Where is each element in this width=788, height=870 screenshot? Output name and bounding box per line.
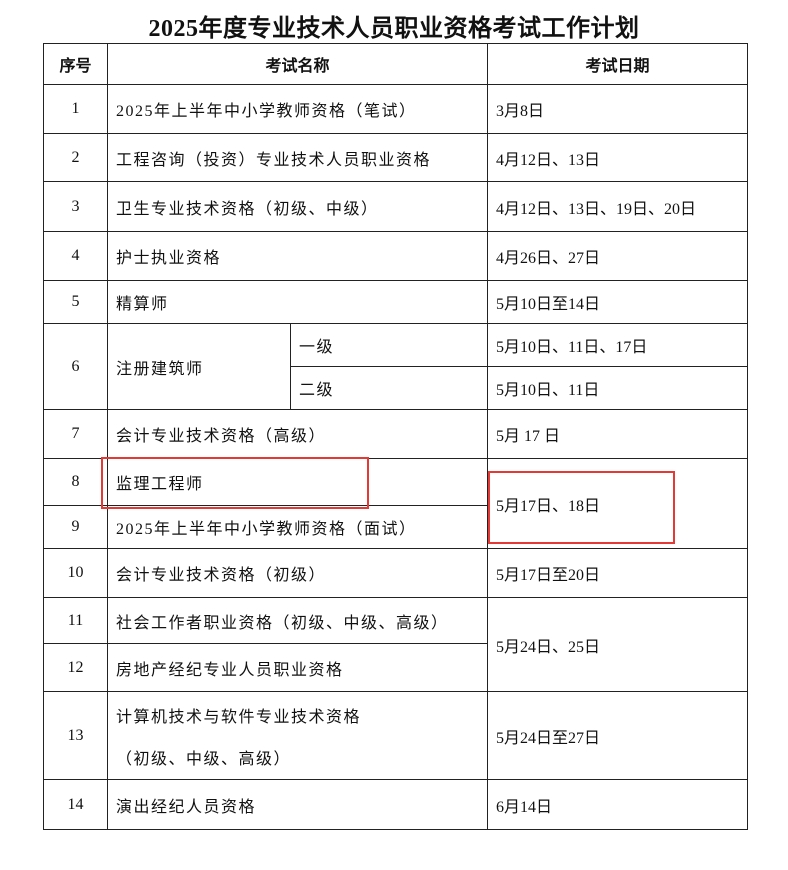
row-seq: 6 xyxy=(43,323,108,410)
table-row: 9 2025年上半年中小学教师资格（面试） xyxy=(43,505,748,549)
table-row: 二级 5月10日、11日 xyxy=(44,366,749,410)
table-row: 7 会计专业技术资格（高级） 5月 17 日 xyxy=(43,409,749,459)
table-row: 4 护士执业资格 4月26日、27日 xyxy=(43,231,749,281)
row-name: 会计专业技术资格（高级） xyxy=(106,409,489,459)
row-name-line2: （初级、中级、高级） xyxy=(116,750,292,768)
row-name: 2025年上半年中小学教师资格（笔试） xyxy=(106,84,489,134)
header-name: 考试名称 xyxy=(106,43,489,85)
row-name: 卫生专业技术资格（初级、中级） xyxy=(106,181,489,232)
header-date: 考试日期 xyxy=(487,43,749,85)
row-name-line1: 计算机技术与软件专业技术资格 xyxy=(116,708,362,726)
row-name: 精算师 xyxy=(106,280,489,324)
highlight-box-name xyxy=(101,457,369,509)
row-name: 注册建筑师 xyxy=(107,323,291,410)
row-name: 房地产经纪专业人员职业资格 xyxy=(106,643,489,692)
row-seq: 10 xyxy=(43,548,108,598)
table-row: 3 卫生专业技术资格（初级、中级） 4月12日、13日、19日、20日 xyxy=(43,181,749,232)
row-seq: 11 xyxy=(43,597,108,644)
row-seq: 3 xyxy=(43,181,108,232)
row-seq: 1 xyxy=(43,84,108,134)
row-date: 5月10日、11日、17日 xyxy=(487,323,749,367)
table-header: 序号 考试名称 考试日期 xyxy=(43,43,749,85)
row-date: 5月17日、18日 xyxy=(487,458,749,549)
row-date: 5月10日、11日 xyxy=(487,366,749,410)
highlight-box-date xyxy=(488,471,675,544)
row-seq: 12 xyxy=(43,643,108,692)
row-date: 5月 17 日 xyxy=(487,409,749,459)
row-name: 社会工作者职业资格（初级、中级、高级） xyxy=(106,597,489,644)
row-date: 4月26日、27日 xyxy=(487,231,749,281)
row-seq: 4 xyxy=(43,231,108,281)
row-date: 5月24日至27日 xyxy=(487,691,749,780)
row-date: 5月24日、25日 xyxy=(487,597,749,692)
row-level: 一级 xyxy=(289,323,489,367)
header-seq: 序号 xyxy=(43,43,108,85)
row-name: 会计专业技术资格（初级） xyxy=(106,548,489,598)
table-row: 1 2025年上半年中小学教师资格（笔试） 3月8日 xyxy=(43,84,749,134)
row-date: 3月8日 xyxy=(487,84,749,134)
row-date: 5月10日至14日 xyxy=(487,280,749,324)
row-level: 二级 xyxy=(289,366,489,410)
row-seq: 7 xyxy=(43,409,108,459)
table-row: 5 精算师 5月10日至14日 xyxy=(43,280,749,324)
table-row: 2 工程咨询（投资）专业技术人员职业资格 4月12日、13日 xyxy=(43,133,749,182)
row-date: 4月12日、13日、19日、20日 xyxy=(487,181,749,232)
table-row: 6 注册建筑师 一级 5月10日、11日、17日 xyxy=(43,323,749,410)
exam-schedule-table: 序号 考试名称 考试日期 1 2025年上半年中小学教师资格（笔试） 3月8日 … xyxy=(43,43,749,830)
row-seq: 14 xyxy=(43,779,108,830)
row-date: 5月17日至20日 xyxy=(487,548,749,598)
row-seq: 2 xyxy=(43,133,108,182)
row-name: 工程咨询（投资）专业技术人员职业资格 xyxy=(106,133,489,182)
row-name: 护士执业资格 xyxy=(106,231,489,281)
table-row: 11 社会工作者职业资格（初级、中级、高级） 5月24日、25日 xyxy=(43,597,749,692)
row-name: 计算机技术与软件专业技术资格 （初级、中级、高级） xyxy=(106,691,489,780)
table-row: 14 演出经纪人员资格 6月14日 xyxy=(43,779,749,830)
row-name: 演出经纪人员资格 xyxy=(106,779,489,830)
table-row: 12 房地产经纪专业人员职业资格 xyxy=(43,643,748,692)
row-name: 2025年上半年中小学教师资格（面试） xyxy=(106,505,489,549)
page-title: 2025年度专业技术人员职业资格考试工作计划 xyxy=(148,16,640,42)
row-seq: 5 xyxy=(43,280,108,324)
row-seq: 13 xyxy=(43,691,108,780)
row-date: 4月12日、13日 xyxy=(487,133,749,182)
row-seq: 9 xyxy=(43,505,108,549)
table-row: 10 会计专业技术资格（初级） 5月17日至20日 xyxy=(43,548,749,598)
row-date: 6月14日 xyxy=(487,779,749,830)
row-seq: 8 xyxy=(43,458,108,506)
table-row: 8 监理工程师 5月17日、18日 xyxy=(43,458,749,549)
table-row: 13 计算机技术与软件专业技术资格 （初级、中级、高级） 5月24日至27日 xyxy=(43,691,749,780)
